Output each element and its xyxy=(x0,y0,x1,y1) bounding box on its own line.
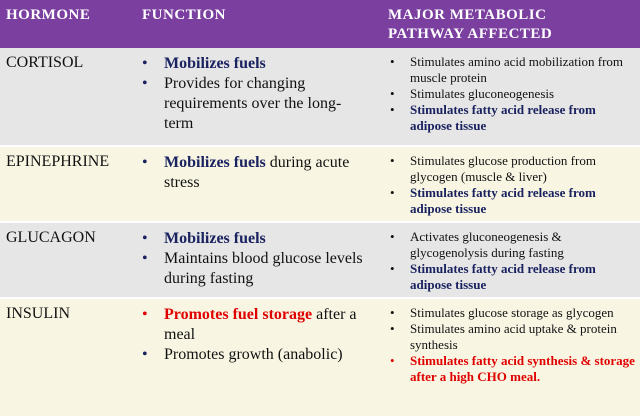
pathway-item: Activates gluconeogenesis & glycogenolys… xyxy=(388,229,638,261)
pathway-item: Stimulates gluconeogenesis xyxy=(388,86,638,102)
row-divider xyxy=(0,221,640,223)
function-list: Mobilizes fuels Maintains blood glucose … xyxy=(142,229,367,289)
function-item: Promotes fuel storage after a meal xyxy=(142,305,367,345)
pathway-item: Stimulates fatty acid synthesis & storag… xyxy=(388,353,638,385)
header-pathway: MAJOR METABOLIC PATHWAY AFFECTED xyxy=(388,6,552,44)
table-row-cortisol: CORTISOL Mobilizes fuels Provides for ch… xyxy=(0,48,640,145)
function-list: Promotes fuel storage after a meal Promo… xyxy=(142,305,367,365)
hormone-name: EPINEPHRINE xyxy=(6,153,110,170)
header-hormone: HORMONE xyxy=(6,7,91,23)
pathway-item: Stimulates glucose storage as glycogen xyxy=(388,305,638,321)
function-item: Mobilizes fuels xyxy=(142,54,367,74)
pathway-list: Activates gluconeogenesis & glycogenolys… xyxy=(388,229,638,293)
function-list: Mobilizes fuels Provides for changing re… xyxy=(142,54,367,134)
hormone-name: INSULIN xyxy=(6,305,70,322)
pathway-item: Stimulates amino acid uptake & protein s… xyxy=(388,321,638,353)
table-header: HORMONE FUNCTION MAJOR METABOLIC PATHWAY… xyxy=(0,0,640,48)
function-item: Mobilizes fuels during acute stress xyxy=(142,153,367,193)
pathway-list: Stimulates glucose storage as glycogen S… xyxy=(388,305,638,385)
function-list: Mobilizes fuels during acute stress xyxy=(142,153,367,193)
table-row-glucagon: GLUCAGON Mobilizes fuels Maintains blood… xyxy=(0,223,640,297)
pathway-item: Stimulates fatty acid release from adipo… xyxy=(388,102,638,134)
pathway-item: Stimulates glucose production from glyco… xyxy=(388,153,638,185)
row-divider xyxy=(0,297,640,299)
hormone-name: GLUCAGON xyxy=(6,229,96,246)
hormone-name: CORTISOL xyxy=(6,54,84,71)
row-divider xyxy=(0,145,640,147)
pathway-item: Stimulates fatty acid release from adipo… xyxy=(388,185,638,217)
header-pathway-line1: MAJOR METABOLIC xyxy=(388,7,547,23)
table-row-insulin: INSULIN Promotes fuel storage after a me… xyxy=(0,299,640,416)
function-item: Maintains blood glucose levels during fa… xyxy=(142,249,367,289)
pathway-item: Stimulates fatty acid release from adipo… xyxy=(388,261,638,293)
header-function: FUNCTION xyxy=(142,7,227,23)
pathway-item: Stimulates amino acid mobilization from … xyxy=(388,54,638,86)
pathway-list: Stimulates amino acid mobilization from … xyxy=(388,54,638,134)
table-row-epinephrine: EPINEPHRINE Mobilizes fuels during acute… xyxy=(0,147,640,221)
function-item: Provides for changing requirements over … xyxy=(142,74,367,134)
function-item: Mobilizes fuels xyxy=(142,229,367,249)
pathway-list: Stimulates glucose production from glyco… xyxy=(388,153,638,217)
function-item: Promotes growth (anabolic) xyxy=(142,345,367,365)
header-pathway-line2: PATHWAY AFFECTED xyxy=(388,26,553,42)
